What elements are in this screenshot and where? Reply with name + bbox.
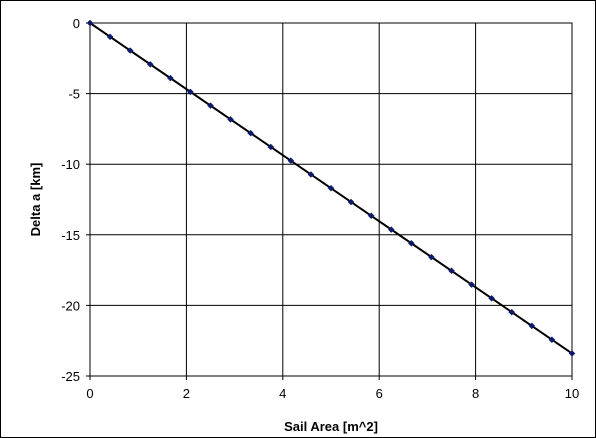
x-tick-label: 10 [565, 386, 579, 401]
x-axis-title: Sail Area [m^2] [284, 419, 378, 434]
data-point [307, 171, 315, 178]
data-point [146, 61, 154, 68]
plot-border [89, 22, 573, 377]
data-point [227, 116, 234, 123]
y-tick-label: -15 [61, 228, 80, 243]
tick-labels: 0 2 4 6 8 10 0 -5 -10 -15 -20 -25 [61, 16, 579, 401]
data-point [387, 226, 395, 233]
data-point [247, 129, 255, 137]
series-marks [86, 19, 576, 357]
y-tick-label: -10 [61, 157, 80, 172]
plot-area [90, 23, 572, 376]
data-point [207, 102, 214, 109]
data-point [347, 198, 355, 206]
data-point [126, 47, 134, 54]
data-point [448, 267, 455, 275]
data-point [528, 322, 536, 330]
data-point [407, 239, 415, 247]
data-point [508, 308, 516, 316]
data-point [488, 294, 496, 302]
data-point [568, 350, 576, 357]
y-axis-title: Delta a [km] [28, 163, 43, 237]
x-tick-label: 2 [183, 386, 190, 401]
data-point [287, 157, 295, 165]
data-point [187, 88, 194, 96]
data-point [428, 253, 435, 261]
data-point [267, 143, 275, 151]
grid [86, 22, 573, 380]
x-tick-label: 8 [472, 386, 479, 401]
data-point [327, 184, 335, 192]
data-point [86, 19, 94, 27]
x-tick-label: 4 [279, 386, 286, 401]
y-tick-label: -5 [68, 87, 80, 102]
x-tick-label: 6 [376, 386, 383, 401]
x-tick-label: 0 [86, 386, 93, 401]
data-point [166, 74, 174, 82]
data-point [367, 212, 375, 220]
y-tick-label: 0 [73, 16, 80, 31]
data-point [468, 281, 475, 288]
data-point [106, 33, 114, 41]
y-tick-label: -25 [61, 369, 80, 384]
y-tick-label: -20 [61, 298, 80, 313]
data-point [548, 336, 556, 344]
